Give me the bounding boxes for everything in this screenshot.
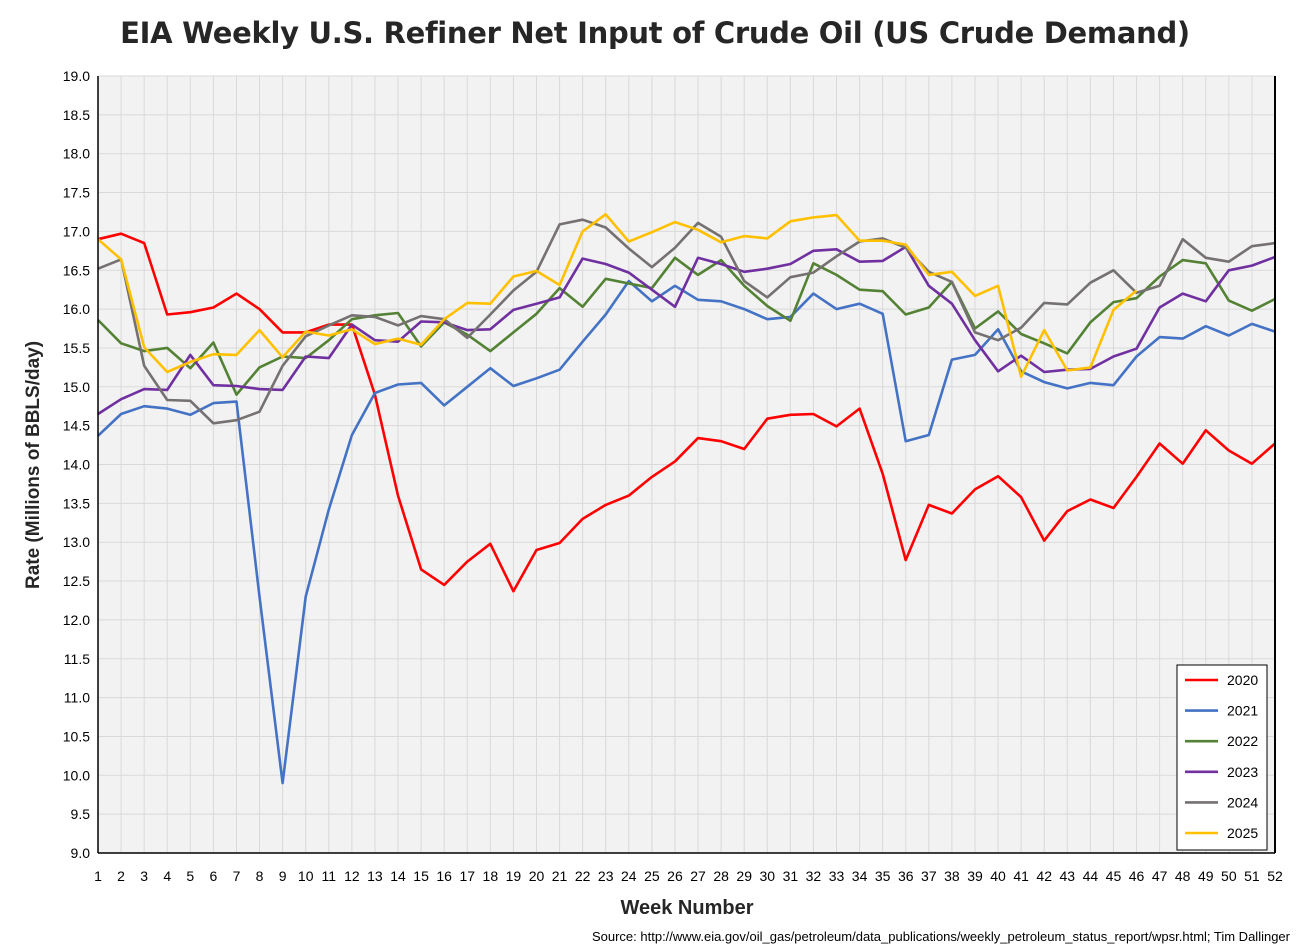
x-tick-label: 15 [413, 868, 429, 884]
y-tick-label: 13.5 [63, 495, 90, 511]
x-tick-label: 22 [575, 868, 591, 884]
legend-box [1176, 664, 1268, 851]
x-tick-label: 38 [944, 868, 960, 884]
x-tick-label: 28 [713, 868, 729, 884]
x-tick-labels: 1 2 3 4 5 6 7 8 9 10 11 12 13 14 15 16 17 18 19 20 21 22 23 24 2… [94, 868, 1283, 884]
x-tick-label: 21 [552, 868, 568, 884]
y-tick-label: 18.0 [63, 146, 90, 162]
x-tick-label: 50 [1221, 868, 1237, 884]
legend: 2020 2021 2022 2023 2024 2025 [1176, 664, 1268, 851]
y-tick-label: 17.5 [63, 185, 90, 201]
x-tick-label: 42 [1036, 868, 1052, 884]
y-tick-label: 16.5 [63, 262, 90, 278]
legend-label-2023: 2023 [1227, 764, 1258, 780]
x-tick-label: 39 [967, 868, 983, 884]
x-tick-label: 35 [875, 868, 891, 884]
x-tick-label: 29 [736, 868, 752, 884]
x-tick-label: 7 [233, 868, 241, 884]
x-tick-label: 11 [322, 868, 337, 884]
x-tick-label: 48 [1175, 868, 1191, 884]
y-tick-label: 15.0 [63, 379, 90, 395]
y-tick-label: 18.5 [63, 107, 90, 123]
x-tick-label: 44 [1083, 868, 1099, 884]
x-tick-label: 23 [598, 868, 614, 884]
y-tick-label: 10.0 [63, 767, 90, 783]
x-tick-label: 8 [256, 868, 264, 884]
x-tick-label: 3 [140, 868, 148, 884]
gridlines [97, 75, 1276, 854]
y-tick-label: 16.0 [63, 301, 90, 317]
x-tick-label: 17 [459, 868, 475, 884]
legend-label-2022: 2022 [1227, 733, 1258, 749]
y-axis-title: Rate (Millions of BBLS/day) [23, 341, 44, 589]
legend-label-2024: 2024 [1227, 794, 1258, 810]
x-tick-label: 24 [621, 868, 637, 884]
x-tick-label: 51 [1244, 868, 1260, 884]
y-tick-label: 14.5 [63, 418, 90, 434]
legend-label-2021: 2021 [1227, 703, 1258, 719]
legend-label-2025: 2025 [1227, 825, 1258, 841]
x-tick-label: 10 [298, 868, 314, 884]
x-tick-label: 13 [367, 868, 383, 884]
x-tick-label: 36 [898, 868, 914, 884]
series-line-2022 [97, 256, 1276, 396]
x-tick-label: 1 [94, 868, 102, 884]
x-tick-label: 46 [1129, 868, 1145, 884]
legend-label-2020: 2020 [1227, 672, 1258, 688]
y-tick-label: 12.0 [63, 612, 90, 628]
y-tick-label: 9.0 [71, 845, 91, 861]
x-tick-label: 52 [1267, 868, 1283, 884]
x-tick-label: 34 [852, 868, 868, 884]
x-tick-label: 14 [390, 868, 406, 884]
x-tick-label: 31 [783, 868, 799, 884]
series-line-2024 [97, 218, 1276, 425]
x-tick-label: 16 [436, 868, 452, 884]
x-tick-label: 30 [759, 868, 775, 884]
x-tick-label: 33 [829, 868, 845, 884]
y-tick-labels: 9.0 9.5 10.0 10.5 11.0 11.5 12.0 12.5 13.0 13.5 14… [63, 68, 90, 861]
x-tick-label: 49 [1198, 868, 1214, 884]
y-tick-label: 13.0 [63, 534, 90, 550]
x-tick-label: 45 [1106, 868, 1122, 884]
x-tick-label: 2 [117, 868, 125, 884]
x-tick-label: 12 [344, 868, 360, 884]
y-tick-label: 9.5 [71, 806, 91, 822]
y-tick-label: 12.5 [63, 573, 90, 589]
x-tick-label: 6 [209, 868, 217, 884]
x-tick-label: 5 [186, 868, 194, 884]
source-note: Source: http://www.eia.gov/oil_gas/petro… [591, 929, 1290, 944]
x-tick-label: 25 [644, 868, 660, 884]
x-tick-label: 26 [667, 868, 683, 884]
x-tick-label: 32 [806, 868, 822, 884]
y-tick-label: 10.5 [63, 728, 90, 744]
chart-title: EIA Weekly U.S. Refiner Net Input of Cru… [120, 16, 1190, 50]
series-lines [97, 213, 1276, 785]
x-tick-label: 37 [921, 868, 937, 884]
y-tick-label: 14.0 [63, 457, 90, 473]
x-tick-label: 4 [163, 868, 171, 884]
x-tick-label: 47 [1152, 868, 1168, 884]
y-tick-label: 15.5 [63, 340, 90, 356]
series-line-2020 [97, 232, 1276, 593]
x-tick-label: 27 [690, 868, 706, 884]
x-tick-label: 43 [1060, 868, 1076, 884]
x-tick-label: 41 [1013, 868, 1029, 884]
x-tick-label: 20 [529, 868, 545, 884]
y-tick-label: 19.0 [63, 68, 90, 84]
y-tick-label: 17.0 [63, 223, 90, 239]
x-tick-label: 18 [483, 868, 499, 884]
y-tick-label: 11.5 [64, 651, 90, 667]
series-line-2025 [97, 213, 1138, 379]
x-tick-label: 19 [506, 868, 522, 884]
x-tick-label: 9 [279, 868, 287, 884]
y-tick-label: 11.0 [64, 690, 90, 706]
series-line-2021 [97, 279, 1276, 785]
x-tick-label: 40 [990, 868, 1006, 884]
x-axis-title: Week Number [620, 897, 753, 919]
